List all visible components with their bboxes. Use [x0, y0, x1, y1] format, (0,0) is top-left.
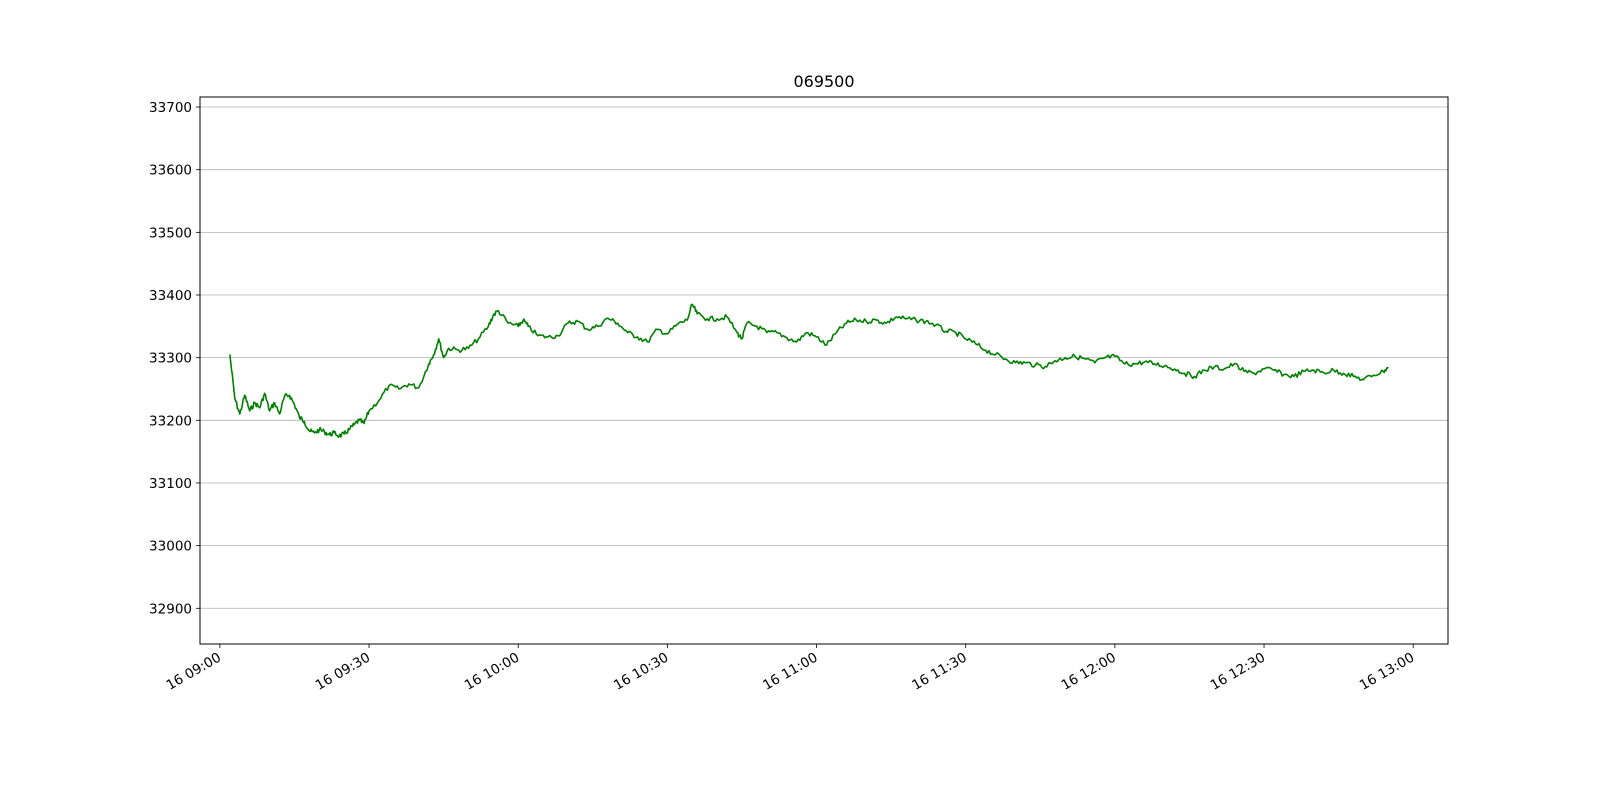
- y-axis: 32900 33000 33100 33200 33300 33400 33500 33600…: [149, 100, 200, 617]
- y-tick-label: 33100: [149, 476, 192, 492]
- y-gridlines: [200, 106, 1448, 609]
- y-tick-label: 33400: [149, 288, 192, 304]
- series-line: [229, 303, 1389, 439]
- series-layer: [229, 303, 1389, 439]
- plot-frame: [199, 96, 1449, 645]
- y-tick-label: 33500: [149, 225, 192, 241]
- y-tick-label: 33000: [149, 539, 192, 555]
- y-tick-label: 33700: [149, 100, 192, 116]
- y-tick-label: 32900: [149, 601, 192, 617]
- y-tick-label: 33600: [149, 163, 192, 179]
- y-tick-label: 33300: [149, 351, 192, 367]
- y-tick-label: 33200: [149, 413, 192, 429]
- chart-title: 069500: [793, 72, 854, 91]
